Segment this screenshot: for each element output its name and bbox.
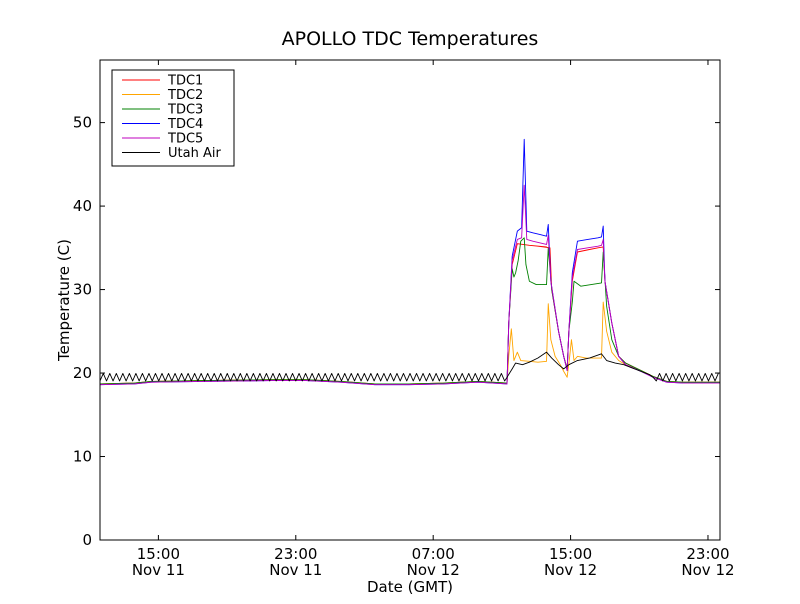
y-tick-label: 20 [73, 364, 92, 382]
x-tick-date-label: Nov 12 [544, 561, 597, 579]
series-layer [100, 138, 720, 386]
series-line-utah-air [100, 351, 719, 382]
legend-label: TDC2 [167, 88, 203, 103]
series-line-tdc3 [100, 237, 720, 385]
x-axis-label: Date (GMT) [367, 578, 453, 596]
x-tick-time-label: 15:00 [549, 545, 592, 563]
y-tick-label: 30 [73, 281, 92, 299]
x-tick-time-label: 23:00 [686, 545, 729, 563]
series-line-tdc5 [100, 184, 720, 386]
x-tick-time-label: 15:00 [137, 545, 180, 563]
y-tick-label: 50 [73, 114, 92, 132]
legend-label: TDC4 [167, 117, 203, 132]
y-tick-label: 10 [73, 448, 92, 466]
legend-box [111, 69, 235, 167]
y-tick-label: 40 [73, 197, 92, 215]
y-axis-label: Temperature (C) [55, 239, 73, 362]
legend-label: TDC3 [167, 103, 203, 118]
x-tick-date-label: Nov 12 [407, 561, 460, 579]
legend-label: Utah Air [168, 146, 221, 161]
plot-frame [99, 59, 721, 541]
x-tick-time-label: 23:00 [274, 545, 317, 563]
x-tick-date-label: Nov 12 [681, 561, 734, 579]
chart-title: APOLLO TDC Temperatures [282, 28, 539, 50]
legend-label: TDC5 [167, 132, 203, 147]
y-tick-label: 0 [82, 531, 92, 549]
x-tick-date-label: Nov 11 [269, 561, 322, 579]
y-ticks: 0 10 20 30 40 50 [73, 114, 720, 549]
x-tick-date-label: Nov 11 [132, 561, 185, 579]
x-tick-time-label: 07:00 [412, 545, 455, 563]
legend-label: TDC1 [167, 74, 203, 89]
